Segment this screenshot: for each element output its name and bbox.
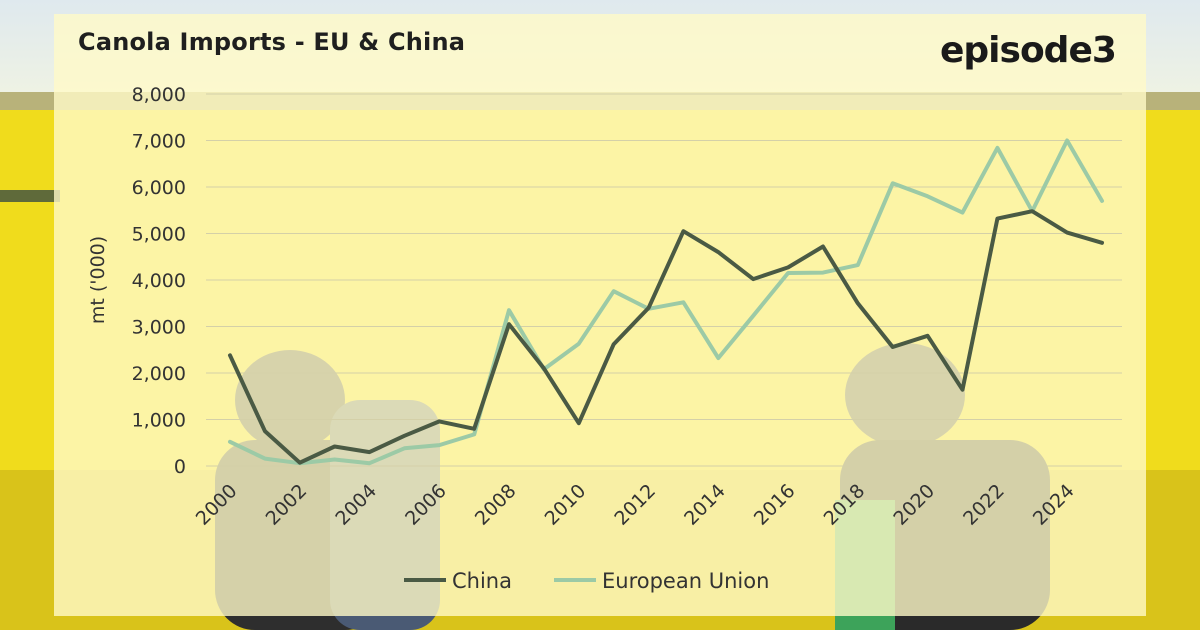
x-tick-label: 2008 xyxy=(471,480,521,530)
x-axis-ticks: 2000 2002 2004 2006 2008 2010 2012 2014 2016 2018… xyxy=(192,480,1079,530)
legend-label-china: China xyxy=(452,569,512,593)
x-tick-label: 2014 xyxy=(680,480,730,530)
chart-title: Canola Imports - EU & China xyxy=(78,28,466,56)
y-tick-label: 1,000 xyxy=(132,410,186,432)
series-line-european-union xyxy=(228,138,1104,466)
x-tick-label: 2022 xyxy=(959,480,1009,530)
x-tick-label: 2002 xyxy=(262,480,312,530)
y-tick-label: 0 xyxy=(174,456,186,478)
y-tick-label: 3,000 xyxy=(132,317,186,339)
x-tick-label: 2018 xyxy=(820,480,870,530)
x-tick-label: 2004 xyxy=(331,480,381,530)
x-tick-label: 2016 xyxy=(750,480,800,530)
y-tick-label: 8,000 xyxy=(132,84,186,106)
y-tick-label: 6,000 xyxy=(132,177,186,199)
y-tick-label: 5,000 xyxy=(132,224,186,246)
legend: China European Union xyxy=(404,569,769,593)
x-tick-label: 2010 xyxy=(541,480,591,530)
legend-label-european-union: European Union xyxy=(602,569,769,593)
brand-logo: episode3 xyxy=(940,30,1117,71)
x-tick-label: 2000 xyxy=(192,480,242,530)
y-axis-label: mt ('000) xyxy=(87,236,109,324)
grid-layer xyxy=(206,93,1122,467)
y-axis-ticks: 8,000 7,000 6,000 5,000 4,000 3,000 2,000 1,000… xyxy=(132,84,186,478)
series-layer xyxy=(228,138,1104,466)
x-tick-label: 2024 xyxy=(1029,480,1079,530)
series-line-china xyxy=(228,209,1104,465)
x-tick-label: 2020 xyxy=(889,480,939,530)
x-tick-label: 2006 xyxy=(401,480,451,530)
y-tick-label: 4,000 xyxy=(132,270,186,292)
x-tick-label: 2012 xyxy=(610,480,660,530)
y-tick-label: 7,000 xyxy=(132,131,186,153)
y-tick-label: 2,000 xyxy=(132,363,186,385)
